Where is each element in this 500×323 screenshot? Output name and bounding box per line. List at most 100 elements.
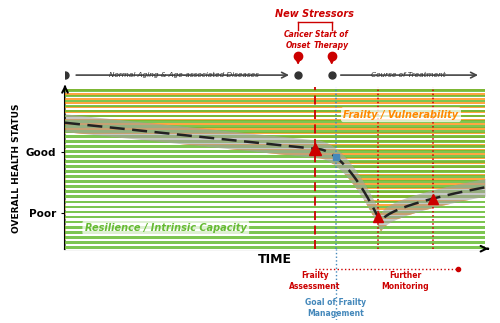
Bar — [65, 182, 485, 185]
Bar — [65, 162, 485, 164]
Bar — [65, 115, 485, 117]
Bar — [65, 140, 485, 143]
Bar — [65, 166, 485, 168]
Bar — [65, 160, 485, 163]
Bar — [65, 204, 485, 206]
Bar — [65, 165, 485, 168]
Bar — [65, 211, 485, 214]
Bar — [65, 115, 485, 118]
Bar — [65, 155, 485, 158]
Bar — [65, 241, 485, 244]
Bar — [65, 191, 485, 193]
Bar — [65, 238, 485, 240]
Bar — [65, 195, 485, 198]
Bar — [65, 95, 485, 97]
Bar — [65, 231, 485, 234]
Bar — [65, 135, 485, 138]
Bar — [65, 185, 485, 188]
Bar — [65, 145, 485, 148]
Bar — [65, 191, 485, 193]
Bar — [65, 93, 485, 96]
Bar — [65, 132, 485, 134]
Bar — [65, 162, 485, 164]
Bar — [65, 140, 485, 143]
Bar — [65, 89, 485, 91]
Bar — [65, 106, 485, 109]
Text: Course of Treatment: Course of Treatment — [371, 72, 446, 78]
Bar — [65, 246, 485, 249]
Text: Start of
Therapy: Start of Therapy — [314, 30, 350, 50]
Bar — [65, 89, 485, 92]
Bar — [65, 150, 485, 153]
Bar — [65, 123, 485, 125]
Bar — [65, 119, 485, 121]
Bar — [65, 208, 485, 211]
Bar — [65, 105, 485, 107]
Bar — [65, 89, 485, 92]
Bar — [65, 144, 485, 147]
Bar — [65, 241, 485, 244]
Bar — [65, 99, 485, 102]
Bar — [65, 106, 485, 109]
Bar — [65, 195, 485, 198]
Bar — [65, 98, 485, 100]
Bar — [65, 182, 485, 185]
Bar — [65, 166, 485, 168]
Bar — [65, 170, 485, 172]
Text: Goal of Frailty
Management: Goal of Frailty Management — [306, 298, 366, 318]
Bar — [65, 234, 485, 236]
Bar — [65, 102, 485, 104]
Bar — [65, 150, 485, 153]
Bar — [65, 136, 485, 138]
Bar — [65, 120, 485, 122]
Bar — [65, 165, 485, 168]
Bar — [65, 144, 485, 147]
Bar — [65, 125, 485, 128]
Bar — [65, 178, 485, 181]
Bar — [65, 127, 485, 130]
Bar — [65, 174, 485, 176]
Text: Cancer
Onset: Cancer Onset — [284, 30, 313, 50]
Bar — [65, 195, 485, 198]
Bar — [65, 201, 485, 203]
Text: Further
Monitoring: Further Monitoring — [382, 271, 429, 291]
Bar — [65, 201, 485, 203]
Bar — [65, 205, 485, 208]
Bar — [65, 157, 485, 160]
Bar — [65, 242, 485, 245]
Bar — [65, 140, 485, 142]
Bar — [65, 170, 485, 173]
Bar — [65, 221, 485, 223]
Bar — [65, 195, 485, 198]
Bar — [65, 140, 485, 142]
Bar — [65, 155, 485, 158]
Bar — [65, 221, 485, 224]
Bar — [65, 120, 485, 122]
Bar — [65, 102, 485, 104]
Bar — [65, 110, 485, 113]
Bar — [65, 95, 485, 97]
Bar — [65, 242, 485, 245]
Bar — [65, 115, 485, 117]
Text: Frailty
Assessment: Frailty Assessment — [289, 271, 341, 291]
Bar — [65, 216, 485, 218]
Bar — [65, 221, 485, 223]
Bar — [65, 98, 485, 100]
Y-axis label: OVERALL HEALTH STATUS: OVERALL HEALTH STATUS — [12, 103, 22, 233]
Bar — [65, 246, 485, 249]
Bar — [65, 160, 485, 163]
Bar — [65, 127, 485, 130]
Bar — [65, 231, 485, 234]
X-axis label: TIME: TIME — [258, 253, 292, 266]
Bar — [65, 225, 485, 227]
Bar — [65, 246, 485, 249]
Text: Frailty / Vulnerability: Frailty / Vulnerability — [344, 110, 458, 120]
Bar — [65, 213, 485, 215]
Bar — [65, 205, 485, 208]
Bar — [65, 213, 485, 215]
Bar — [65, 217, 485, 219]
Bar — [65, 226, 485, 229]
Bar — [65, 105, 485, 107]
Bar — [65, 238, 485, 240]
Bar — [65, 236, 485, 239]
